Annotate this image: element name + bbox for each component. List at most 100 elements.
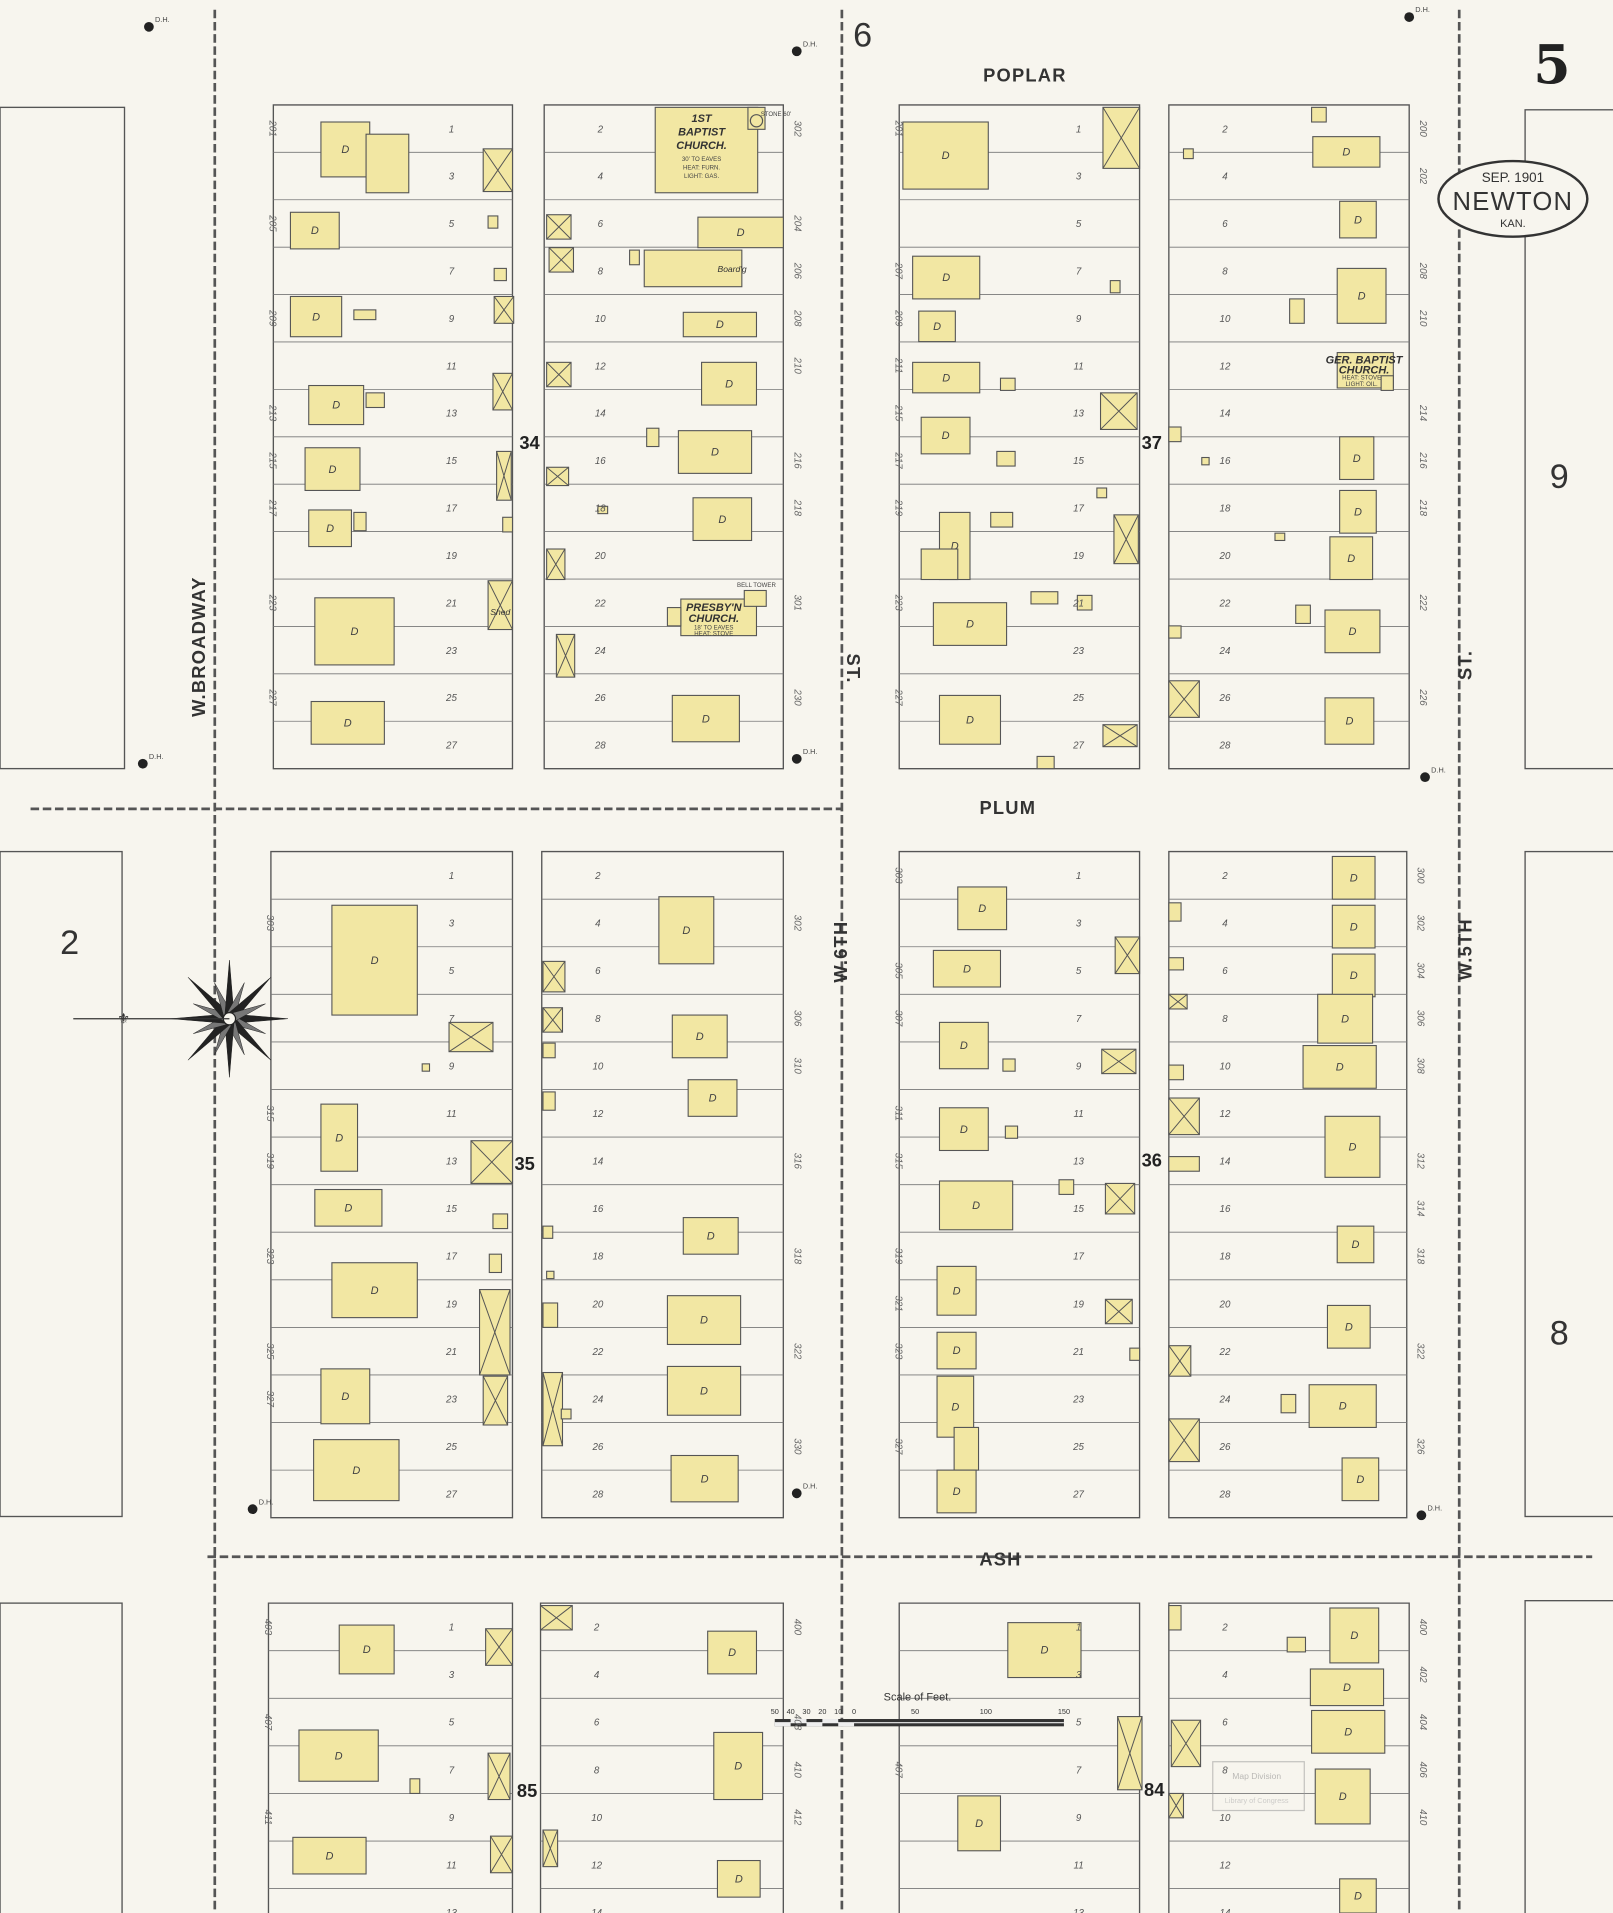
house-number: 315 [264,1105,275,1122]
lot-number: 1 [1076,871,1081,882]
lot-number: 11 [1074,1109,1084,1120]
building-shed [920,548,959,581]
lot-number: 5 [449,1718,455,1729]
half-block-b85_west [267,1602,514,1913]
house-number: 304 [1415,962,1426,979]
lot-number: 26 [1219,1442,1231,1453]
building-outbuilding [542,1371,564,1447]
scale-tick-label: 100 [980,1707,992,1716]
lot-number: 1 [1076,1623,1081,1634]
lot-number: 3 [1076,172,1082,183]
house-number: 210 [791,357,802,375]
house-number: 215 [893,404,904,422]
lot-number: 27 [445,741,457,752]
dwelling-label: D [363,1644,371,1656]
building-shed [1168,957,1185,971]
lot-number: 3 [449,172,455,183]
lot-number: 26 [594,693,606,704]
lot-number: 5 [449,966,455,977]
hydrant-label: D.H. [155,15,170,24]
dwelling-label: D [1350,921,1358,933]
house-number: 206 [791,262,802,280]
lot-number: 10 [595,314,606,325]
lot-number: 5 [449,219,455,230]
fire-hydrant-icon: D.H. [247,1497,273,1515]
hydrant-label: D.H. [1415,5,1430,14]
lot-number: 23 [445,646,457,657]
lot-number: 4 [598,172,604,183]
lot-number: 2 [1221,1623,1228,1634]
house-number: 208 [791,309,802,327]
building-shed [493,267,507,282]
dwelling-label: D [1344,1726,1352,1738]
building-outbuilding [555,633,576,678]
house-number: 310 [791,1058,802,1075]
building-dwelling: D [1336,1225,1375,1264]
house-number: 227 [893,688,904,706]
building-shed [1168,1156,1200,1172]
lot-number: 19 [1073,551,1084,562]
adjacent-sheet-east-lower: 8 [1550,1314,1569,1352]
building-dwelling: D [932,602,1008,646]
house-number: 403 [262,1619,273,1636]
block-number-34: 34 [519,432,540,453]
lot-number: 18 [595,504,606,515]
building-dwelling: D [692,497,753,542]
lot-number: 4 [1222,172,1228,183]
lot-number: 19 [1073,1299,1084,1310]
fire-hydrant-icon: D.H. [791,747,817,764]
building-shed [1076,594,1093,611]
lot-number: 18 [1220,504,1231,515]
building-dwelling: D [697,216,784,249]
building-dwelling: D [1314,1768,1371,1825]
lot-number: 6 [595,966,601,977]
lot-number: 23 [1072,1394,1084,1405]
building-shed [1311,106,1327,123]
dwelling-label: D [972,1200,980,1212]
lot-number: 16 [592,1204,603,1215]
house-number: 410 [791,1762,802,1779]
building-shed [629,249,640,266]
building-dwelling: D [1007,1622,1082,1679]
dwelling-label: D [966,619,974,631]
lot-number: 11 [446,1860,456,1871]
lot-number: 21 [1072,1347,1084,1358]
lot-number: 18 [1220,1252,1231,1263]
building-shed [1168,902,1182,922]
dwelling-label: D [942,272,950,284]
adjacent-block [1524,1600,1613,1913]
half-block-b34_east [543,104,784,770]
adjacent-block [0,1602,123,1913]
house-number: 301 [791,595,802,611]
house-number: 202 [1417,167,1428,185]
adjacent-block [1524,850,1613,1518]
building-dwelling: D [320,1368,371,1425]
lot-number: 15 [1073,1204,1084,1215]
building-dwelling: D [308,509,352,548]
building-dwelling: D [666,1295,742,1346]
building-dwelling: D [1326,1304,1371,1349]
scale-tick-label: 20 [818,1707,826,1716]
house-number: 314 [1415,1200,1426,1217]
lot-number: 9 [449,1061,455,1072]
lot-number: 16 [595,456,606,467]
dwelling-label: D [1354,214,1362,226]
street-6th-st: ST. [843,654,864,684]
dwelling-label: D [1358,291,1366,303]
building-dwelling: D [1331,953,1376,998]
house-number: 400 [791,1619,802,1636]
house-number: 407 [893,1762,904,1779]
building-shed [1036,755,1055,770]
half-block-b37_east [1168,104,1410,770]
half-block-b34_west [272,104,514,770]
building-shed [502,516,514,533]
lot-number: 10 [1220,314,1231,325]
building-shed [1002,1058,1016,1072]
church-name: GER. BAPTIST [1326,355,1404,367]
house-number: 308 [1415,1058,1426,1075]
building-shed [560,1408,572,1420]
half-block-b85_east [539,1602,784,1913]
lot-number: 27 [445,1490,457,1501]
building-outbuilding [448,1021,494,1053]
